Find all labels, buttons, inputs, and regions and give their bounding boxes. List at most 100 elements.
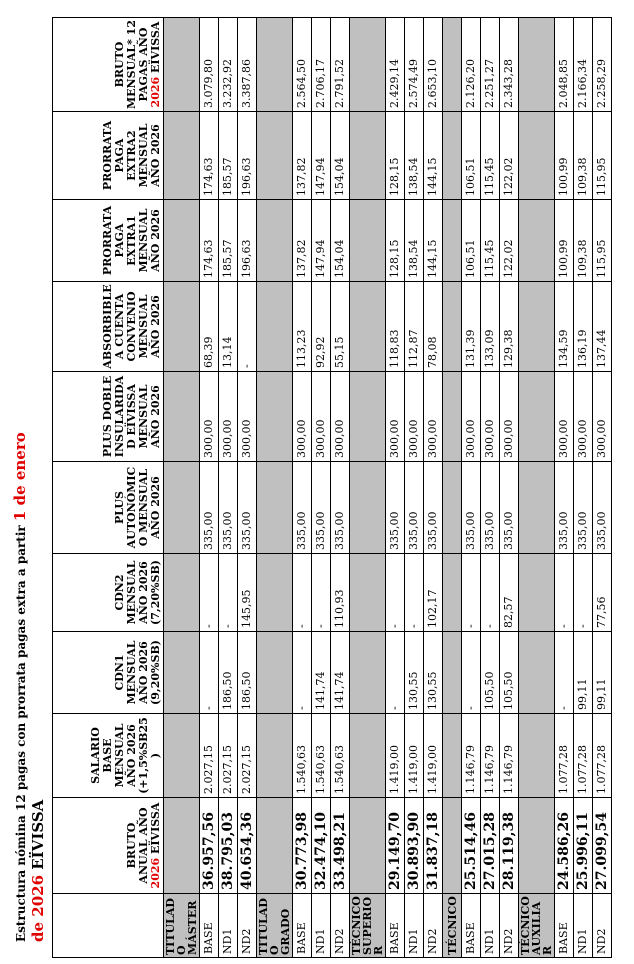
column-header: BRUTO ANUAL AÑO 2026 EÏVISSA <box>52 797 164 894</box>
row-label: ND1 <box>573 893 593 958</box>
group-fill <box>349 631 386 714</box>
cell: 78,08 <box>423 281 443 372</box>
group-row: TÉCNICO <box>442 17 462 958</box>
group-fill <box>518 631 555 714</box>
cell: 300,00 <box>237 371 257 462</box>
cell: 335,00 <box>423 461 443 554</box>
cell: 130,55 <box>423 631 443 714</box>
data-row: BASE 24.586,26 1.077,28- -335,00 300,00 134,5… <box>554 17 574 958</box>
cell: 335,00 <box>592 461 612 554</box>
cell: 300,00 <box>330 371 350 462</box>
column-header: SALARIO BASE MENSUAL AÑO 2026 (+1,5%SB25… <box>52 713 164 798</box>
cell: 300,00 <box>199 371 219 462</box>
row-label: ND1 <box>218 893 238 958</box>
row-label: BASE <box>385 893 405 958</box>
data-row: BASE 25.514,46 1.146,79- -335,00 300,00 131,3… <box>461 17 481 958</box>
column-header: CDN1 MENSUAL AÑO 2026 (9,20%SB) <box>52 631 164 714</box>
row-label: ND2 <box>499 893 519 958</box>
cell: - <box>461 553 481 632</box>
cell: 32.474,10 <box>311 797 331 894</box>
cell: 106,51 <box>461 199 481 282</box>
text-run: CDN1 MENSUAL AÑO 2026 (9,20%SB) <box>113 640 162 705</box>
cell: 31.837,18 <box>423 797 443 894</box>
group-fill <box>256 461 293 554</box>
cell: 2.791,52 <box>330 17 350 112</box>
cell: 144,15 <box>423 199 443 282</box>
cell: 174,63 <box>199 111 219 200</box>
group-fill <box>349 371 386 462</box>
cell: 100,99 <box>554 199 574 282</box>
group-fill <box>442 281 462 372</box>
cell: 335,00 <box>499 461 519 554</box>
group-fill <box>256 713 293 798</box>
cell: 300,00 <box>385 371 405 462</box>
cell: 2.027,15 <box>218 713 238 798</box>
text-run: ABSORBIBLE A CUENTA CONVENIO MENSUAL AÑO… <box>101 284 162 369</box>
group-fill <box>442 553 462 632</box>
cell: 335,00 <box>554 461 574 554</box>
group-fill <box>349 461 386 554</box>
text-run: SALARIO BASE MENSUAL AÑO 2026 (+1,5%SB25… <box>89 717 162 794</box>
data-row: BASE 36.957,56 2.027,15- -335,00 300,00 68,39… <box>199 17 219 958</box>
cell: 3.079,80 <box>199 17 219 112</box>
data-row: ND2 33.498,21 1.540,63 141,74 110,93 335,00 30… <box>330 17 350 958</box>
column-header: PLUS DOBLE INSULARIDAD EÏVISSA MENSUAL A… <box>52 371 164 462</box>
cell: 147,94 <box>311 199 331 282</box>
cell: 2.027,15 <box>237 713 257 798</box>
cell: 174,63 <box>199 199 219 282</box>
row-label: BASE <box>461 893 481 958</box>
cell: - <box>218 553 238 632</box>
cell: - <box>199 631 219 714</box>
text-run: BRUTO ANUAL AÑO <box>125 807 150 884</box>
cell: 185,57 <box>218 111 238 200</box>
data-row: ND1 30.893,90 1.419,00 130,55-335,00 300,00 1… <box>404 17 424 958</box>
cell: 1.419,00 <box>385 713 405 798</box>
column-header: BRUTO MENSUAL* 12 PAGAS AÑO 2026 EÏVISSA <box>52 17 164 112</box>
cell: 335,00 <box>330 461 350 554</box>
text-run: 2026 <box>149 76 162 108</box>
column-header: PRORRATA PAGA EXTRA1 MENSUAL AÑO 2026 <box>52 199 164 282</box>
cell: 300,00 <box>480 371 500 462</box>
group-fill <box>442 713 462 798</box>
cell: 100,99 <box>554 111 574 200</box>
group-fill <box>442 461 462 554</box>
data-row: BASE 30.773,98 1.540,63- -335,00 300,00 113,2… <box>292 17 312 958</box>
group-fill <box>256 111 293 200</box>
cell: 300,00 <box>499 371 519 462</box>
cell: 147,94 <box>311 111 331 200</box>
group-fill <box>442 17 462 112</box>
cell: 2.251,27 <box>480 17 500 112</box>
cell: 154,04 <box>330 199 350 282</box>
text-run: PRORRATA PAGA EXTRA1 MENSUAL AÑO 2026 <box>101 205 162 276</box>
cell: 29.149,70 <box>385 797 405 894</box>
cell: 2.574,49 <box>404 17 424 112</box>
salary-table: BRUTO ANUAL AÑO 2026 EÏVISSA SALARIO BASE… <box>52 17 612 958</box>
cell: 27.099,54 <box>592 797 612 894</box>
cell: 335,00 <box>311 461 331 554</box>
group-row: TITULADO GRADO <box>256 17 293 958</box>
group-label: TITULADO GRADO <box>256 893 293 958</box>
row-label: BASE <box>199 893 219 958</box>
cell: 300,00 <box>292 371 312 462</box>
cell: 2.258,29 <box>592 17 612 112</box>
column-header: PLUS AUTONÓMICO MENSUAL AÑO 2026 <box>52 461 164 554</box>
row-label: ND2 <box>330 893 350 958</box>
cell: 115,95 <box>592 199 612 282</box>
cell: 24.586,26 <box>554 797 574 894</box>
group-fill <box>349 111 386 200</box>
cell: 122,02 <box>499 111 519 200</box>
data-row: BASE 29.149,70 1.419,00- -335,00 300,00 118,8… <box>385 17 405 958</box>
text-run: BRUTO MENSUAL* 12 PAGAS AÑO <box>113 20 150 109</box>
group-fill <box>442 797 462 894</box>
cell: 145,95 <box>237 553 257 632</box>
cell: 105,50 <box>480 631 500 714</box>
cell: 335,00 <box>199 461 219 554</box>
cell: 82,57 <box>499 553 519 632</box>
cell: 115,45 <box>480 199 500 282</box>
cell: 196,63 <box>237 111 257 200</box>
data-row: ND2 28.119,38 1.146,79 105,50 82,57 335,00 300… <box>499 17 519 958</box>
cell: 2.126,20 <box>461 17 481 112</box>
group-fill <box>256 371 293 462</box>
cell: 186,50 <box>237 631 257 714</box>
cell: - <box>237 281 257 372</box>
